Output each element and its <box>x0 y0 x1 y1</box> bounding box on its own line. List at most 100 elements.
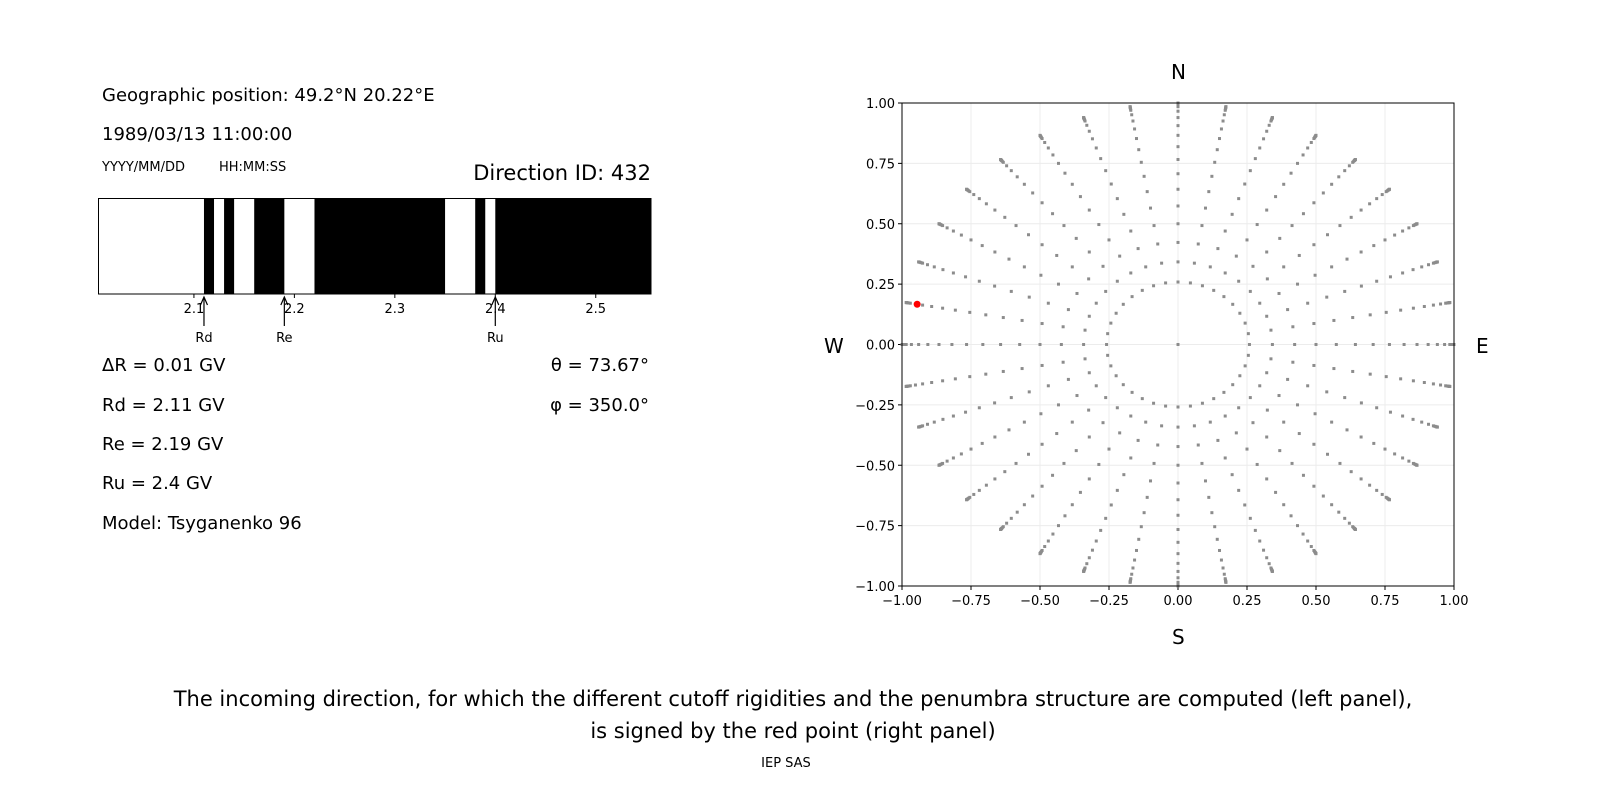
direction-point <box>1248 169 1252 173</box>
direction-point <box>1203 479 1207 483</box>
direction-point <box>1223 414 1227 418</box>
direction-point <box>1130 295 1134 299</box>
forbidden-band <box>224 198 235 294</box>
direction-point <box>1231 302 1235 306</box>
direction-point <box>1218 548 1222 552</box>
direction-point <box>1255 223 1259 227</box>
direction-point <box>1269 357 1273 361</box>
direction-point <box>921 382 925 386</box>
direction-point <box>1046 146 1050 150</box>
direction-point <box>1314 343 1318 346</box>
direction-point <box>1188 281 1192 285</box>
direction-point <box>1415 463 1419 467</box>
direction-point <box>1038 133 1042 137</box>
direction-point <box>1160 424 1164 428</box>
direction-point <box>1245 447 1249 451</box>
direction-point <box>972 193 976 197</box>
direction-point <box>1130 113 1134 117</box>
direction-point <box>937 343 941 346</box>
direction-point <box>993 250 997 254</box>
direction-point <box>941 306 945 310</box>
direction-point <box>1435 425 1439 429</box>
direction-point <box>1078 195 1082 199</box>
arrow-head-icon <box>280 295 289 306</box>
direction-point <box>1234 431 1238 435</box>
direction-point <box>969 447 973 451</box>
direction-point <box>1278 236 1282 240</box>
direction-point <box>1133 127 1137 131</box>
direction-point <box>1238 311 1242 315</box>
marker-label-ru: Ru <box>487 331 504 346</box>
direction-point <box>977 488 981 492</box>
x-tick-label: 0.50 <box>1302 594 1331 609</box>
direction-point <box>984 372 988 376</box>
direction-point <box>969 238 973 242</box>
direction-point <box>1107 447 1111 451</box>
x-tick-label: −1.00 <box>882 594 922 609</box>
geographic-position: Geographic position: 49.2°N 20.22°E <box>102 85 435 106</box>
direction-point <box>1176 109 1180 113</box>
direction-point <box>1251 421 1255 425</box>
direction-point <box>937 463 941 467</box>
direction-point <box>1101 264 1105 268</box>
direction-point <box>1351 316 1355 320</box>
direction-point <box>1223 271 1227 275</box>
direction-point <box>1128 580 1132 584</box>
direction-point <box>968 310 972 314</box>
direction-point <box>1314 552 1318 556</box>
direction-point <box>1027 390 1031 394</box>
direction-point <box>1131 119 1135 123</box>
direction-point <box>984 313 988 317</box>
direction-point <box>1020 367 1024 371</box>
direction-point <box>1144 420 1148 424</box>
direction-point <box>1380 193 1384 197</box>
direction-point <box>1087 435 1091 439</box>
direction-point <box>1176 260 1180 264</box>
direction-point <box>1061 360 1065 364</box>
direction-point <box>1345 428 1349 432</box>
direction-point <box>1192 261 1196 265</box>
direction-point <box>1368 313 1372 317</box>
y-tick-label: 0.50 <box>866 218 895 233</box>
direction-point <box>1312 363 1316 367</box>
direction-point <box>1388 410 1392 414</box>
direction-point <box>1343 396 1347 400</box>
direction-point <box>1306 539 1310 543</box>
direction-point <box>1020 318 1024 322</box>
direction-point <box>1056 524 1060 528</box>
direction-point <box>1402 343 1406 346</box>
direction-point <box>1087 314 1091 318</box>
direction-point <box>1109 182 1113 186</box>
direction-point <box>1130 572 1134 576</box>
direction-point <box>1051 153 1055 157</box>
direction-point <box>1176 445 1180 449</box>
direction-point <box>1219 558 1223 562</box>
direction-point <box>1118 431 1122 435</box>
direction-point <box>1221 119 1225 123</box>
direction-point <box>1139 160 1143 164</box>
direction-point <box>1332 367 1336 371</box>
direction-point <box>1176 172 1180 176</box>
x-tick-label: 2.5 <box>585 302 606 317</box>
direction-point <box>1401 229 1405 233</box>
direction-point <box>1448 343 1452 346</box>
direction-point <box>1200 461 1204 465</box>
penumbra-chart: 2.1 2.2 2.3 2.4 2.5Rd Re Ru <box>98 198 652 346</box>
direction-point <box>1265 314 1269 318</box>
direction-point <box>999 343 1003 346</box>
direction-point <box>1031 494 1035 498</box>
direction-point <box>932 265 936 269</box>
direction-point <box>926 343 930 346</box>
direction-point <box>1222 113 1226 117</box>
direction-point <box>1349 470 1353 474</box>
direction-point <box>1087 371 1091 375</box>
direction-point <box>1325 295 1329 299</box>
direction-point <box>1118 254 1122 258</box>
direction-point <box>1427 422 1431 426</box>
direction-point <box>1074 236 1078 240</box>
direction-point <box>917 425 921 429</box>
direction-point <box>1176 187 1180 191</box>
credit: IEP SAS <box>761 756 811 771</box>
direction-point <box>941 379 945 383</box>
direction-point <box>1056 403 1060 407</box>
